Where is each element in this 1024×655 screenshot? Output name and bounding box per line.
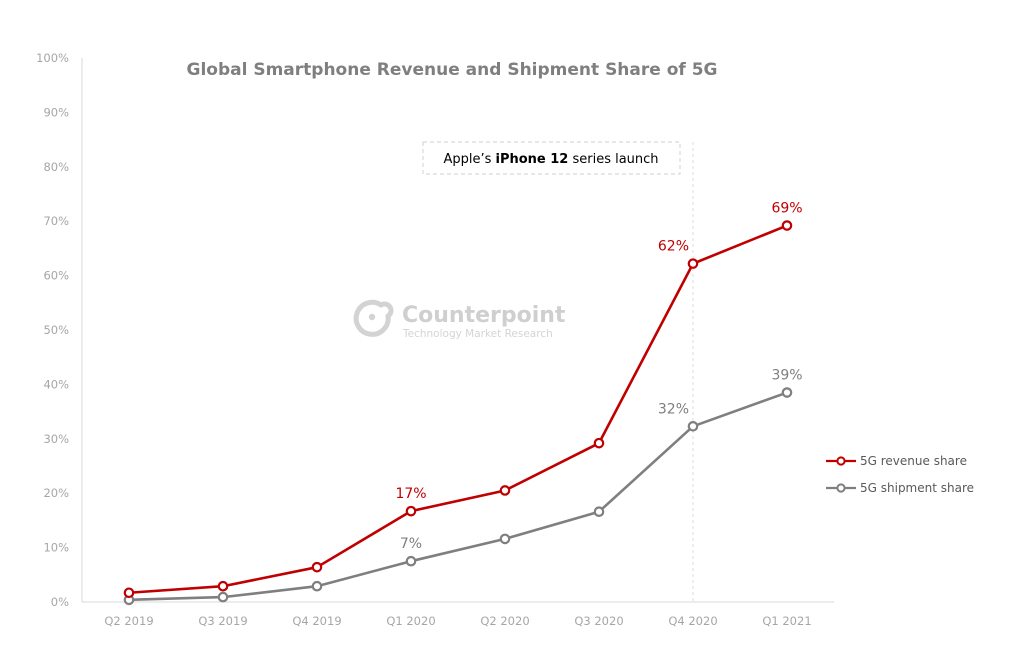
annotation-text-part: series launch <box>568 152 658 167</box>
annotation-text-part: Apple’s <box>443 152 495 167</box>
y-axis-ticks: 0% 10% 20% 30% 40% 50% 60% 70% 80% 90% 100% <box>36 51 69 609</box>
y-tick-label: 0% <box>51 595 69 609</box>
data-point <box>593 506 605 517</box>
legend-label-revenue: 5G revenue share <box>860 454 967 468</box>
counterpoint-watermark: Counterpoint Technology Market Research <box>353 299 566 340</box>
data-label: 17% <box>395 486 426 502</box>
series-layer: 7% 32% 39% 17% 62% 69% <box>123 201 803 606</box>
x-tick-label: Q4 2020 <box>668 614 717 628</box>
chart-title: Global Smartphone Revenue and Shipment S… <box>187 60 718 80</box>
iphone12-launch-annotation: Apple’s iPhone 12 series launch <box>422 141 694 602</box>
y-tick-label: 60% <box>43 269 69 283</box>
y-tick-label: 30% <box>43 432 69 446</box>
y-tick-label: 80% <box>43 160 69 174</box>
data-point <box>687 420 699 432</box>
data-point <box>217 591 229 603</box>
data-point <box>123 587 135 599</box>
x-tick-label: Q3 2020 <box>574 614 623 628</box>
data-point <box>499 533 511 545</box>
watermark-tagline: Technology Market Research <box>402 328 553 340</box>
data-point <box>311 561 323 573</box>
y-tick-label: 50% <box>43 323 69 337</box>
legend-marker-revenue <box>836 456 846 466</box>
counterpoint-logo-icon <box>353 299 394 337</box>
data-point <box>499 485 511 496</box>
legend-item-revenue[interactable]: 5G revenue share <box>826 454 967 468</box>
series-line <box>128 391 788 602</box>
legend: 5G revenue share 5G shipment share <box>826 454 974 495</box>
legend-item-shipment[interactable]: 5G shipment share <box>826 481 974 495</box>
x-tick-label: Q1 2020 <box>386 614 435 628</box>
series-line <box>128 224 788 595</box>
data-label: 32% <box>658 401 689 417</box>
data-point <box>311 580 323 592</box>
data-label: 39% <box>771 368 802 384</box>
data-point <box>217 580 229 592</box>
data-label: 62% <box>658 239 689 255</box>
series-5g-shipment-share: 7% 32% 39% <box>123 368 803 606</box>
x-tick-label: Q4 2019 <box>292 614 341 628</box>
x-tick-label: Q3 2019 <box>198 614 247 628</box>
x-tick-label: Q2 2019 <box>104 614 153 628</box>
legend-marker-shipment <box>836 483 846 493</box>
y-tick-label: 10% <box>43 541 69 555</box>
x-tick-label: Q2 2020 <box>480 614 529 628</box>
data-point <box>405 555 417 567</box>
legend-label-shipment: 5G shipment share <box>860 481 974 495</box>
y-tick-label: 20% <box>43 486 69 500</box>
data-point <box>593 437 605 449</box>
data-point <box>405 505 417 517</box>
y-tick-label: 40% <box>43 377 69 391</box>
data-point <box>781 387 793 398</box>
annotation-text-part-bold: iPhone 12 <box>495 152 568 167</box>
watermark-brand: Counterpoint <box>402 303 566 328</box>
x-axis-ticks: Q2 2019 Q3 2019 Q4 2019 Q1 2020 Q2 2020 Q3 20… <box>104 614 811 628</box>
annotation-box <box>422 141 681 175</box>
data-label: 69% <box>771 201 802 217</box>
y-tick-label: 70% <box>43 214 69 228</box>
data-label: 7% <box>400 536 422 552</box>
data-point <box>687 258 699 269</box>
annotation-text: Apple’s iPhone 12 series launch <box>443 152 658 167</box>
series-5g-revenue-share: 17% 62% 69% <box>123 201 803 599</box>
data-point <box>781 220 793 231</box>
y-tick-label: 100% <box>36 51 69 65</box>
x-tick-label: Q1 2021 <box>762 614 811 628</box>
y-tick-label: 90% <box>43 105 69 119</box>
